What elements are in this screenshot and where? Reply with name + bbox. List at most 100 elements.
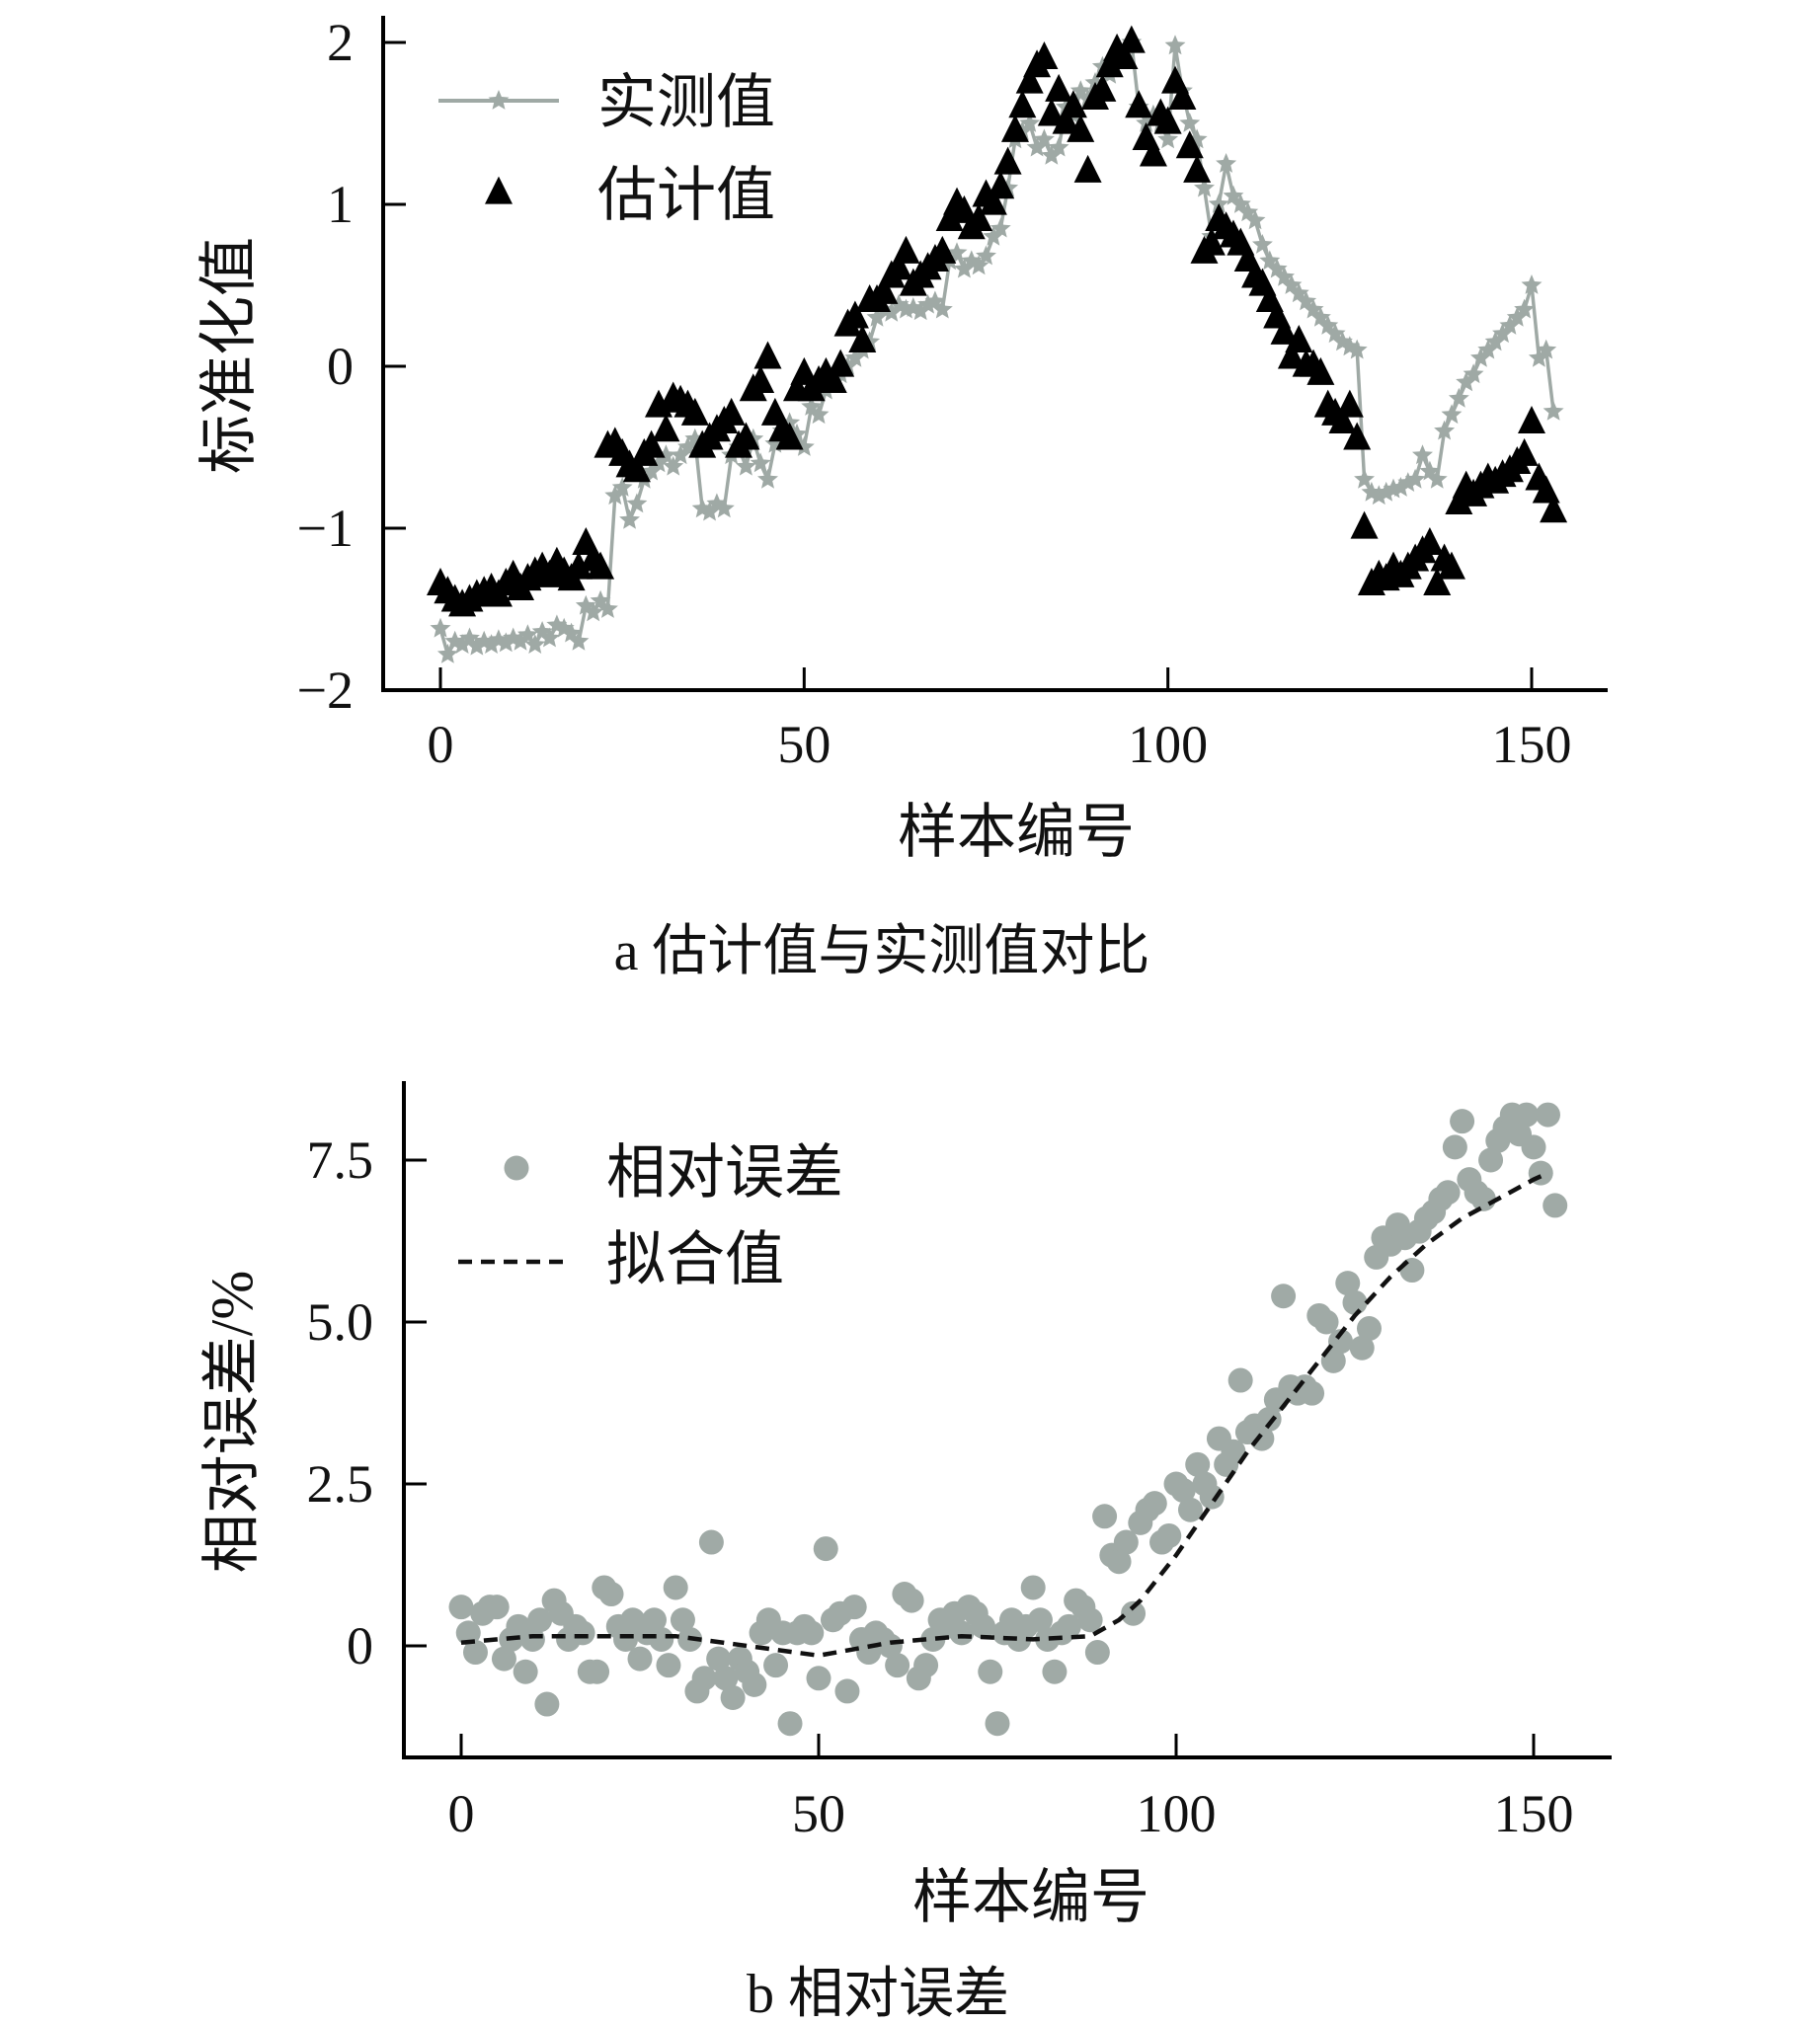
error-point [1227,1367,1253,1393]
error-point [1342,1289,1368,1315]
measured-point [1179,113,1201,132]
measured-point [1426,468,1448,489]
estimated-point [1117,25,1146,53]
x-axis-label: 样本编号 [898,800,1135,865]
estimated-point [1015,65,1044,94]
error-point [484,1595,510,1620]
error-point [627,1646,653,1672]
estimated-point [652,414,680,442]
estimated-point [1052,106,1080,134]
estimated-point [1037,98,1066,126]
measured-point [1026,136,1048,157]
measured-point [481,634,502,654]
measured-point [451,634,473,654]
error-point [656,1653,681,1678]
error-point [1543,1193,1568,1218]
error-point [598,1582,624,1607]
error-point [1092,1504,1118,1529]
error-point [513,1659,538,1684]
measured-point [597,598,618,618]
measured-point [1041,144,1063,165]
measured-point [1383,478,1404,499]
x-axis-label: 样本编号 [912,1865,1149,1930]
y-tick-label: 7.5 [307,1130,374,1190]
measured-point [1521,274,1543,294]
error-point [649,1626,674,1652]
error-point [763,1653,789,1678]
x-tick-label: 0 [448,1784,475,1843]
measured-point [1543,400,1564,421]
error-point [670,1607,695,1633]
error-point [971,1613,996,1639]
estimated-point [1437,551,1465,580]
y-tick-label: 2 [327,13,354,72]
estimated-point [1540,495,1568,523]
legend-triangle-icon [485,176,513,204]
error-point [1271,1284,1297,1309]
estimated-point [885,252,913,280]
error-point [885,1653,910,1678]
error-point [877,1633,903,1659]
measured-point [583,601,604,622]
estimated-point [870,275,899,304]
y-tick-label: −1 [297,499,354,558]
estimated-point [1125,90,1153,118]
error-point [713,1666,739,1691]
error-point [570,1620,595,1646]
measured-point [844,347,866,367]
measured-point [648,452,670,473]
fit-line [460,1171,1549,1659]
error-point [1027,1607,1053,1633]
error-point [1185,1451,1211,1477]
error-point [949,1620,975,1646]
error-point [1170,1478,1196,1504]
measured-point [757,468,778,489]
error-point [1399,1258,1425,1284]
error-point [913,1653,939,1678]
measured-point [1404,468,1426,489]
estimated-point [1277,341,1306,369]
measured-point [750,452,771,473]
error-point [1113,1529,1139,1555]
estimated-point [622,454,651,483]
chart-b-relative-error: 0 50 100 150 7.5 5.0 2.5 0 样本编号 相对误差/% b 相对误差 相对误差拟… [199,1081,1612,2024]
measured-point [866,306,888,327]
error-point [1328,1329,1354,1355]
error-point [1320,1348,1346,1373]
estimated-point [1518,406,1545,434]
measured-point [604,485,626,506]
error-point [841,1595,867,1620]
measured-point [430,617,451,638]
measured-point [1514,298,1536,319]
estimated-point [892,235,920,264]
estimated-point [1175,130,1204,159]
estimated-point [564,551,593,580]
estimated-point [928,235,957,264]
measured-point [1034,128,1055,149]
y-tick-label: 5.0 [307,1292,374,1352]
error-point [834,1678,860,1704]
y-tick-label: 2.5 [307,1454,374,1514]
measured-point [953,258,975,278]
error-point [641,1607,667,1633]
estimated-point [637,429,666,458]
estimated-point [587,551,615,580]
estimated-point [1168,82,1197,111]
error-point [777,1711,803,1737]
measured-point [655,444,676,465]
estimated-point [1270,316,1299,345]
measured-point [611,477,633,497]
measured-point [1216,153,1237,173]
error-point [1142,1491,1167,1517]
x-tick-label: 150 [1492,715,1572,774]
error-point [1221,1439,1246,1464]
measured-point [1412,444,1433,465]
estimated-point [1059,90,1087,118]
x-tick-label: 50 [777,715,831,774]
estimated-point [935,203,964,232]
error-point [691,1666,717,1691]
measured-point [735,455,756,476]
estimated-point [1328,406,1357,434]
error-point [462,1640,488,1666]
estimated-point [987,171,1015,199]
